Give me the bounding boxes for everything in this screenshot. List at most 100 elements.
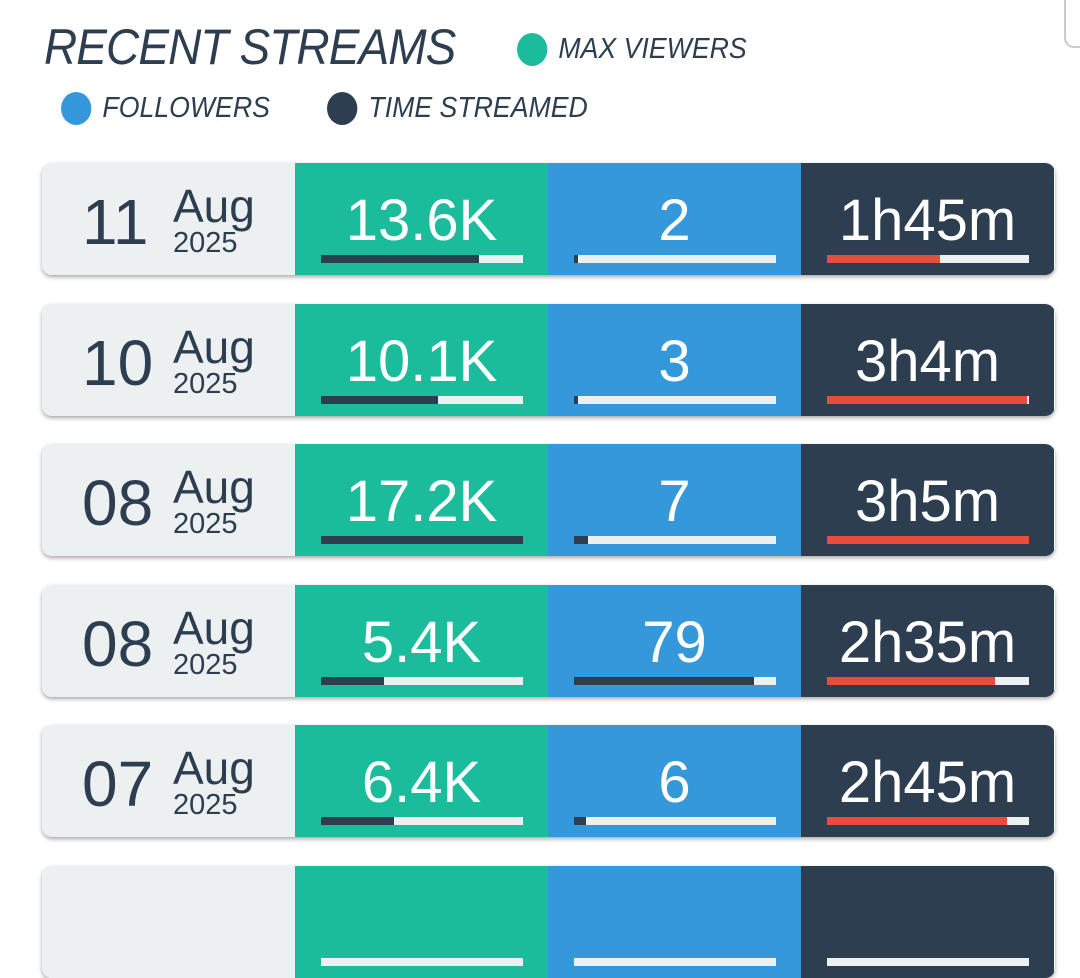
date-cell: 07 Aug 2025: [42, 725, 295, 837]
time-streamed-value: 2h35m: [838, 609, 1017, 675]
viewers-bar: [321, 536, 523, 544]
stream-row[interactable]: 11 Aug 2025 13.6K 2 1h45m: [42, 163, 1055, 275]
followers-value: 3: [658, 328, 691, 394]
followers-bar-fill: [574, 536, 589, 544]
max-viewers-cell: 10.1K: [295, 303, 548, 416]
stream-row[interactable]: 08 Aug 2025 17.2K 7 3h5m: [42, 444, 1055, 556]
max-viewers-cell: [295, 865, 548, 978]
time-streamed-cell: 1h45m: [801, 163, 1054, 275]
followers-cell: 3: [548, 303, 801, 416]
followers-cell: 2: [548, 163, 801, 275]
followers-bar: [574, 536, 776, 544]
followers-bar: [574, 255, 776, 263]
page-title: RECENT STREAMS: [44, 19, 456, 75]
year: 2025: [173, 648, 238, 681]
legend-max-viewers: MAX VIEWERS: [517, 33, 747, 66]
date-cell: 10 Aug 2025: [42, 303, 295, 416]
followers-value: 7: [658, 469, 691, 534]
blue-dot-icon: [61, 92, 92, 125]
day: 07: [82, 748, 154, 820]
max-viewers-value: 10.1K: [345, 328, 498, 394]
viewers-bar: [321, 817, 523, 825]
time-streamed-cell: 2h35m: [801, 584, 1054, 697]
time-streamed-value: 2h45m: [838, 750, 1017, 815]
followers-cell: 79: [548, 584, 801, 697]
viewers-bar-fill: [321, 536, 523, 544]
month: Aug: [173, 461, 255, 513]
time-bar-fill: [827, 536, 1029, 544]
time-bar-fill: [827, 676, 995, 685]
stream-row[interactable]: 08 Aug 2025 5.4K 79 2h35m: [42, 584, 1055, 697]
time-bar-fill: [827, 255, 941, 263]
legend-label: MAX VIEWERS: [558, 33, 747, 65]
viewers-bar-fill: [321, 817, 394, 825]
legend-label: TIME STREAMED: [368, 92, 588, 124]
time-streamed-value: 1h45m: [838, 188, 1017, 253]
scroll-handle[interactable]: [1064, 0, 1080, 48]
year: 2025: [173, 367, 238, 400]
viewers-bar: [321, 255, 523, 263]
day: 08: [82, 467, 154, 539]
followers-bar: [574, 957, 776, 966]
time-bar: [827, 536, 1029, 544]
legend-followers: FOLLOWERS: [61, 92, 270, 125]
stream-row[interactable]: 07 Aug 2025 6.4K 6 2h45m: [42, 725, 1055, 837]
followers-cell: 7: [548, 444, 801, 556]
time-bar: [827, 676, 1029, 685]
year: 2025: [173, 508, 238, 540]
followers-bar-fill: [574, 676, 754, 685]
followers-value: 79: [642, 609, 707, 675]
viewers-bar-fill: [321, 395, 439, 404]
teal-dot-icon: [517, 33, 548, 66]
time-bar: [827, 957, 1029, 966]
date-cell: 08 Aug 2025: [42, 444, 295, 556]
month: Aug: [173, 601, 255, 654]
legend-time-streamed: TIME STREAMED: [327, 92, 588, 125]
navy-dot-icon: [327, 92, 358, 125]
time-streamed-cell: 2h45m: [801, 725, 1054, 837]
followers-cell: 6: [548, 725, 801, 837]
viewers-bar: [321, 676, 523, 685]
month: Aug: [173, 320, 255, 373]
stream-row[interactable]: 10 Aug 2025 10.1K 3 3h4m: [42, 303, 1055, 416]
followers-bar: [574, 395, 776, 404]
time-bar: [827, 255, 1029, 263]
time-bar: [827, 395, 1029, 404]
followers-value: 2: [658, 188, 691, 253]
max-viewers-cell: 6.4K: [295, 725, 548, 837]
time-streamed-cell: 3h5m: [801, 444, 1054, 556]
viewers-bar-fill: [321, 676, 384, 685]
date-cell: 08 Aug 2025: [42, 584, 295, 697]
stream-row[interactable]: [42, 865, 1055, 978]
max-viewers-value: 13.6K: [345, 188, 498, 253]
max-viewers-cell: 5.4K: [295, 584, 548, 697]
day: 11: [82, 186, 149, 258]
time-bar: [827, 817, 1029, 825]
day: 08: [82, 607, 154, 680]
time-streamed-cell: 3h4m: [801, 303, 1054, 416]
viewers-bar: [321, 957, 523, 966]
month: Aug: [173, 742, 255, 794]
time-streamed-value: 3h4m: [854, 328, 1001, 394]
followers-value: 6: [658, 750, 691, 815]
max-viewers-value: 17.2K: [345, 469, 498, 534]
followers-bar-fill: [574, 395, 579, 404]
legend-label: FOLLOWERS: [102, 92, 270, 124]
max-viewers-value: 5.4K: [361, 609, 482, 675]
time-streamed-cell: [801, 865, 1054, 978]
max-viewers-cell: 17.2K: [295, 444, 548, 556]
max-viewers-value: 6.4K: [361, 750, 482, 815]
time-bar-fill: [827, 817, 1007, 825]
month: Aug: [173, 180, 255, 232]
viewers-bar: [321, 395, 523, 404]
followers-bar: [574, 676, 776, 685]
viewers-bar-fill: [321, 255, 479, 263]
year: 2025: [173, 227, 238, 259]
followers-cell: [548, 865, 801, 978]
date-cell: 11 Aug 2025: [42, 163, 295, 275]
followers-bar-fill: [574, 255, 579, 263]
date-cell: [42, 865, 295, 978]
time-bar-fill: [827, 395, 1027, 404]
day: 10: [82, 326, 154, 399]
year: 2025: [173, 789, 238, 821]
